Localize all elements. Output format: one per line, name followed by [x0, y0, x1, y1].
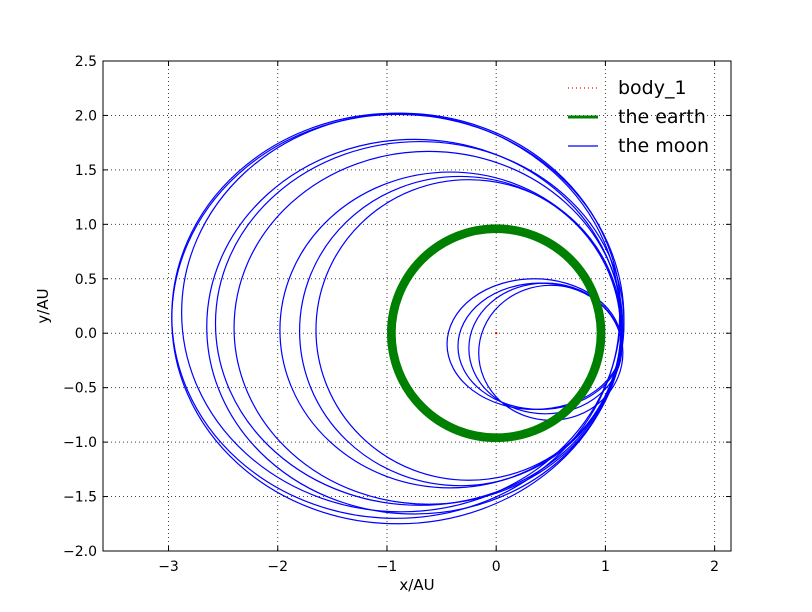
y-tick-label: 1.5 — [75, 163, 97, 179]
y-tick-label: 1.0 — [75, 217, 97, 233]
legend-label: the earth — [618, 106, 706, 128]
moon-orbit-loop — [315, 179, 623, 481]
x-tick-label: −2 — [267, 559, 288, 575]
x-tick-label: −3 — [158, 559, 179, 575]
earth-orbit — [386, 224, 606, 443]
y-tick-label: −1.0 — [63, 435, 97, 451]
y-tick-labels: −2.0 −1.5 −1.0 −0.5 0.0 0.5 1.0 1.5 2.0 2.5 — [63, 54, 97, 560]
y-axis-label: y/AU — [34, 288, 52, 323]
body-1-point — [494, 332, 498, 335]
x-tick-label: −1 — [377, 559, 398, 575]
x-tick-label: 1 — [601, 559, 610, 575]
legend-label: the moon — [618, 135, 709, 157]
moon-orbit-loop — [468, 282, 623, 415]
plot-frame — [102, 60, 732, 552]
x-axis-label: x/AU — [399, 576, 434, 594]
x-tick-labels: −3 −2 −1 0 1 2 — [158, 559, 719, 575]
y-tick-label: 0.5 — [75, 272, 97, 288]
legend-label: body_1 — [618, 77, 687, 99]
moon-orbit-loop — [214, 140, 625, 506]
y-tick-label: 2.0 — [75, 108, 97, 124]
y-tick-label: −2.0 — [63, 544, 97, 560]
y-tick-label: −1.5 — [63, 490, 97, 506]
x-tick-label: 2 — [710, 559, 719, 575]
x-tick-label: 0 — [492, 559, 501, 575]
y-tick-label: 2.5 — [75, 54, 97, 70]
y-tick-label: 0.0 — [75, 326, 97, 342]
data-layer — [171, 112, 625, 525]
moon-orbit-loop — [298, 175, 622, 487]
moon-orbit-loop — [233, 150, 624, 505]
tick-marks — [103, 60, 731, 552]
y-tick-label: −0.5 — [63, 381, 97, 397]
